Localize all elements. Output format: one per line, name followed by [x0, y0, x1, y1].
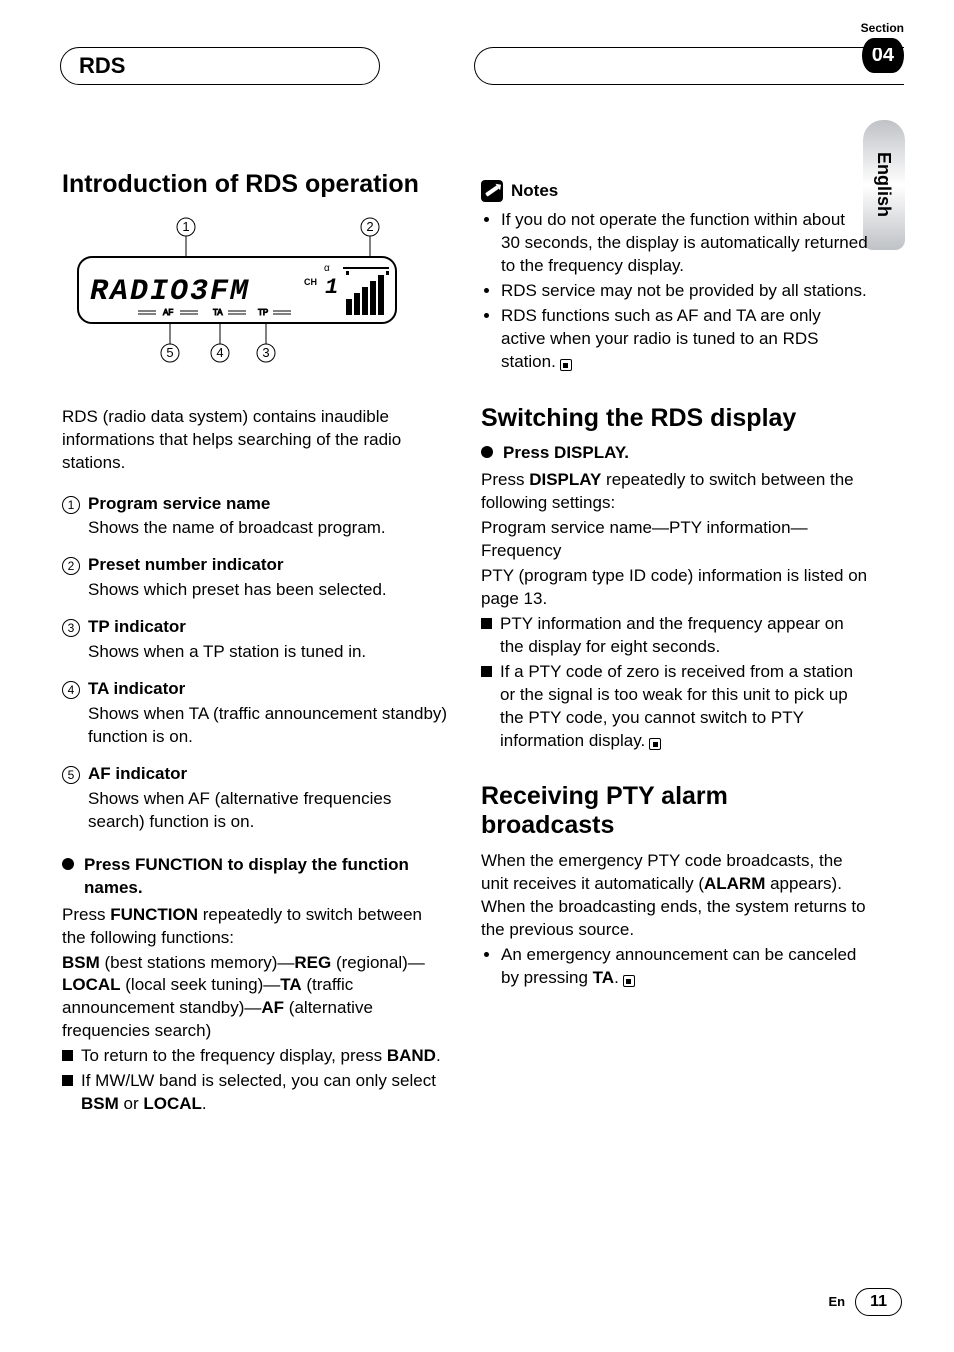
section-label: Section	[861, 20, 904, 36]
page-header: RDS	[60, 44, 904, 88]
svg-text:TA: TA	[213, 308, 223, 317]
alarm-body: When the emergency PTY code broadcasts, …	[481, 850, 868, 942]
def-title: TP indicator	[88, 616, 186, 639]
page-footer: En 11	[828, 1288, 902, 1316]
tip-item: If a PTY code of zero is received from a…	[481, 661, 868, 753]
language-tab: English	[863, 120, 905, 250]
step-body: Press FUNCTION repeatedly to switch betw…	[62, 904, 449, 950]
tip-item: If MW/LW band is selected, you can only …	[62, 1070, 449, 1116]
content-area: Introduction of RDS operation 1 2 RADIO3…	[62, 170, 868, 1118]
tip-marker-icon	[481, 618, 492, 629]
notes-heading: Notes	[481, 180, 868, 203]
alarm-list: An emergency announcement can be cancele…	[501, 944, 868, 990]
svg-text:5: 5	[166, 345, 173, 360]
step-heading: Press DISPLAY.	[481, 442, 868, 465]
step-title: Press FUNCTION to display the function n…	[84, 854, 449, 900]
svg-text:RADIO3FM: RADIO3FM	[90, 275, 250, 309]
end-mark-icon	[560, 359, 572, 371]
section-title: RDS	[60, 47, 380, 85]
def-num: 5	[62, 766, 80, 784]
language-label: English	[872, 152, 896, 217]
radio-display-figure: 1 2 RADIO3FM AF TA TP	[68, 215, 449, 382]
note-item: RDS service may not be provided by all s…	[501, 280, 868, 303]
svg-text:1: 1	[325, 275, 338, 300]
pencil-icon	[481, 180, 503, 202]
def-num: 4	[62, 681, 80, 699]
tip-marker-icon	[62, 1050, 73, 1061]
svg-text:4: 4	[216, 345, 223, 360]
intro-paragraph: RDS (radio data system) contains inaudib…	[62, 406, 449, 475]
svg-text:CH: CH	[304, 277, 317, 287]
function-sequence: BSM (best stations memory)—REG (regional…	[62, 952, 449, 1044]
step-title: Press DISPLAY.	[503, 442, 629, 465]
right-column: Notes If you do not operate the function…	[481, 170, 868, 1118]
def-body: Shows which preset has been selected.	[88, 579, 449, 602]
tip-marker-icon	[62, 1075, 73, 1086]
def-body: Shows the name of broadcast program.	[88, 517, 449, 540]
notes-list: If you do not operate the function withi…	[501, 209, 868, 374]
def-num: 1	[62, 496, 80, 514]
footer-lang: En	[828, 1293, 845, 1311]
svg-text:1: 1	[182, 219, 189, 234]
def-body: Shows when AF (alternative frequencies s…	[88, 788, 449, 834]
def-title: AF indicator	[88, 763, 187, 786]
definition-item: 4 TA indicator Shows when TA (traffic ann…	[62, 678, 449, 749]
step-heading: Press FUNCTION to display the function n…	[62, 854, 449, 900]
heading-switching: Switching the RDS display	[481, 404, 868, 433]
radio-display-svg: 1 2 RADIO3FM AF TA TP	[68, 215, 398, 375]
definition-item: 3 TP indicator Shows when a TP station is…	[62, 616, 449, 664]
switch-sequence: Program service name—PTY information—Fre…	[481, 517, 868, 563]
note-item: If you do not operate the function withi…	[501, 209, 868, 278]
note-item: RDS functions such as AF and TA are only…	[501, 305, 868, 374]
switch-note: PTY (program type ID code) information i…	[481, 565, 868, 611]
svg-text:AF: AF	[163, 308, 173, 317]
left-column: Introduction of RDS operation 1 2 RADIO3…	[62, 170, 449, 1118]
svg-text:TP: TP	[258, 308, 268, 317]
tip-marker-icon	[481, 666, 492, 677]
definition-item: 5 AF indicator Shows when AF (alternative…	[62, 763, 449, 834]
def-title: Preset number indicator	[88, 554, 284, 577]
def-title: Program service name	[88, 493, 270, 516]
def-title: TA indicator	[88, 678, 185, 701]
definition-list: 1 Program service name Shows the name of …	[62, 493, 449, 834]
header-right-curve	[474, 47, 904, 85]
def-num: 3	[62, 619, 80, 637]
end-mark-icon	[623, 975, 635, 987]
definition-item: 1 Program service name Shows the name of …	[62, 493, 449, 541]
svg-text:α: α	[324, 263, 330, 274]
page-number: 11	[855, 1288, 902, 1316]
svg-text:2: 2	[366, 219, 373, 234]
tip-item: To return to the frequency display, pres…	[62, 1045, 449, 1068]
notes-title: Notes	[511, 180, 558, 203]
tip-item: PTY information and the frequency appear…	[481, 613, 868, 659]
heading-alarm: Receiving PTY alarm broadcasts	[481, 782, 868, 840]
def-body: Shows when a TP station is tuned in.	[88, 641, 449, 664]
definition-item: 2 Preset number indicator Shows which pre…	[62, 554, 449, 602]
def-body: Shows when TA (traffic announcement stan…	[88, 703, 449, 749]
switch-body: Press DISPLAY repeatedly to switch betwe…	[481, 469, 868, 515]
def-num: 2	[62, 557, 80, 575]
end-mark-icon	[649, 738, 661, 750]
bullet-icon	[62, 858, 74, 870]
svg-text:3: 3	[262, 345, 269, 360]
alarm-item: An emergency announcement can be cancele…	[501, 944, 868, 990]
bullet-icon	[481, 446, 493, 458]
heading-intro: Introduction of RDS operation	[62, 170, 449, 199]
